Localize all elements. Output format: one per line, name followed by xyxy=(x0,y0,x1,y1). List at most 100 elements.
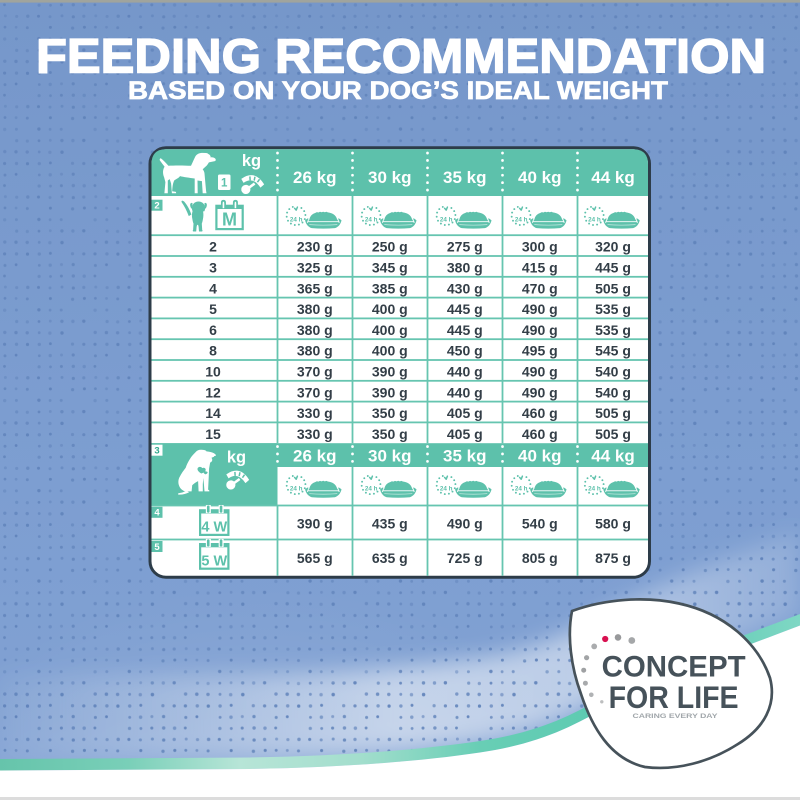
svg-text:4 W: 4 W xyxy=(201,520,227,536)
svg-text:BASED ON YOUR DOG’S IDEAL WEIG: BASED ON YOUR DOG’S IDEAL WEIGHT xyxy=(128,77,668,105)
svg-text:8: 8 xyxy=(209,343,217,359)
svg-text:470 g: 470 g xyxy=(522,280,558,296)
svg-text:380 g: 380 g xyxy=(297,322,333,338)
svg-text:CONCEPT: CONCEPT xyxy=(602,650,746,683)
svg-text:24 h: 24 h xyxy=(365,485,378,492)
svg-text:35 kg: 35 kg xyxy=(443,168,486,187)
svg-text:1: 1 xyxy=(221,178,228,190)
svg-text:230 g: 230 g xyxy=(297,239,333,255)
svg-text:400 g: 400 g xyxy=(372,343,408,359)
svg-text:24 h: 24 h xyxy=(515,485,528,492)
svg-text:kg: kg xyxy=(227,449,246,467)
svg-text:FEEDING RECOMMENDATION: FEEDING RECOMMENDATION xyxy=(36,31,766,84)
svg-text:330 g: 330 g xyxy=(297,426,333,442)
svg-text:565 g: 565 g xyxy=(297,550,333,566)
svg-text:40 kg: 40 kg xyxy=(518,447,561,466)
svg-text:4: 4 xyxy=(209,280,217,296)
svg-text:490 g: 490 g xyxy=(447,516,483,532)
svg-text:430 g: 430 g xyxy=(447,280,483,296)
svg-text:390 g: 390 g xyxy=(372,384,408,400)
svg-text:445 g: 445 g xyxy=(447,301,483,317)
svg-text:2: 2 xyxy=(209,239,217,255)
svg-text:460 g: 460 g xyxy=(522,426,558,442)
svg-text:490 g: 490 g xyxy=(522,322,558,338)
svg-text:14: 14 xyxy=(205,405,221,421)
svg-text:405 g: 405 g xyxy=(447,426,483,442)
svg-text:540 g: 540 g xyxy=(522,516,558,532)
svg-text:26 kg: 26 kg xyxy=(293,168,336,187)
svg-text:30 kg: 30 kg xyxy=(368,168,411,187)
svg-text:490 g: 490 g xyxy=(522,301,558,317)
svg-text:400 g: 400 g xyxy=(372,322,408,338)
svg-text:5 W: 5 W xyxy=(201,553,227,569)
svg-text:490 g: 490 g xyxy=(522,364,558,380)
svg-text:535 g: 535 g xyxy=(595,322,631,338)
svg-text:445 g: 445 g xyxy=(595,260,631,276)
svg-text:435 g: 435 g xyxy=(372,516,408,532)
svg-text:545 g: 545 g xyxy=(595,343,631,359)
svg-text:5: 5 xyxy=(154,542,160,553)
svg-text:405 g: 405 g xyxy=(447,405,483,421)
svg-text:2: 2 xyxy=(154,201,159,212)
svg-text:580 g: 580 g xyxy=(595,516,631,532)
svg-text:365 g: 365 g xyxy=(297,280,333,296)
svg-text:350 g: 350 g xyxy=(372,405,408,421)
svg-text:26 kg: 26 kg xyxy=(293,447,336,466)
svg-text:24 h: 24 h xyxy=(588,485,601,492)
svg-text:805 g: 805 g xyxy=(522,550,558,566)
svg-text:385 g: 385 g xyxy=(372,280,408,296)
svg-text:15: 15 xyxy=(205,426,221,442)
svg-text:440 g: 440 g xyxy=(447,364,483,380)
svg-text:460 g: 460 g xyxy=(522,405,558,421)
svg-text:275 g: 275 g xyxy=(447,239,483,255)
svg-text:FOR LIFE: FOR LIFE xyxy=(609,679,739,715)
svg-text:540 g: 540 g xyxy=(595,364,631,380)
svg-text:540 g: 540 g xyxy=(595,384,631,400)
svg-text:6: 6 xyxy=(209,322,217,338)
svg-text:M: M xyxy=(222,210,237,230)
svg-text:5: 5 xyxy=(209,301,217,317)
svg-text:635 g: 635 g xyxy=(372,550,408,566)
svg-text:390 g: 390 g xyxy=(297,516,333,532)
svg-text:440 g: 440 g xyxy=(447,384,483,400)
svg-text:380 g: 380 g xyxy=(297,301,333,317)
svg-text:24 h: 24 h xyxy=(515,216,528,223)
svg-text:3: 3 xyxy=(209,260,217,276)
svg-text:380 g: 380 g xyxy=(447,260,483,276)
svg-text:390 g: 390 g xyxy=(372,364,408,380)
svg-text:4: 4 xyxy=(154,508,160,519)
svg-text:345 g: 345 g xyxy=(372,260,408,276)
svg-text:40 kg: 40 kg xyxy=(518,168,561,187)
svg-text:450 g: 450 g xyxy=(447,343,483,359)
svg-text:24 h: 24 h xyxy=(440,216,453,223)
svg-text:250 g: 250 g xyxy=(372,239,408,255)
svg-text:12: 12 xyxy=(205,384,221,400)
svg-text:24 h: 24 h xyxy=(290,485,303,492)
svg-text:CARING EVERY DAY: CARING EVERY DAY xyxy=(633,714,718,720)
svg-text:44 kg: 44 kg xyxy=(591,168,634,187)
svg-text:325 g: 325 g xyxy=(297,260,333,276)
svg-text:725 g: 725 g xyxy=(447,550,483,566)
svg-text:350 g: 350 g xyxy=(372,426,408,442)
svg-text:505 g: 505 g xyxy=(595,280,631,296)
svg-text:330 g: 330 g xyxy=(297,405,333,421)
svg-text:370 g: 370 g xyxy=(297,364,333,380)
svg-text:505 g: 505 g xyxy=(595,426,631,442)
svg-text:24 h: 24 h xyxy=(440,485,453,492)
svg-text:10: 10 xyxy=(205,364,221,380)
svg-text:35 kg: 35 kg xyxy=(443,447,486,466)
svg-text:kg: kg xyxy=(242,152,261,170)
svg-text:300 g: 300 g xyxy=(522,239,558,255)
svg-text:30 kg: 30 kg xyxy=(368,447,411,466)
svg-text:400 g: 400 g xyxy=(372,301,408,317)
svg-text:24 h: 24 h xyxy=(365,216,378,223)
svg-text:535 g: 535 g xyxy=(595,301,631,317)
svg-text:415 g: 415 g xyxy=(522,260,558,276)
svg-text:44 kg: 44 kg xyxy=(591,447,634,466)
svg-text:3: 3 xyxy=(154,446,159,457)
svg-text:380 g: 380 g xyxy=(297,343,333,359)
svg-text:370 g: 370 g xyxy=(297,384,333,400)
svg-text:875 g: 875 g xyxy=(595,550,631,566)
svg-text:445 g: 445 g xyxy=(447,322,483,338)
svg-text:320 g: 320 g xyxy=(595,239,631,255)
